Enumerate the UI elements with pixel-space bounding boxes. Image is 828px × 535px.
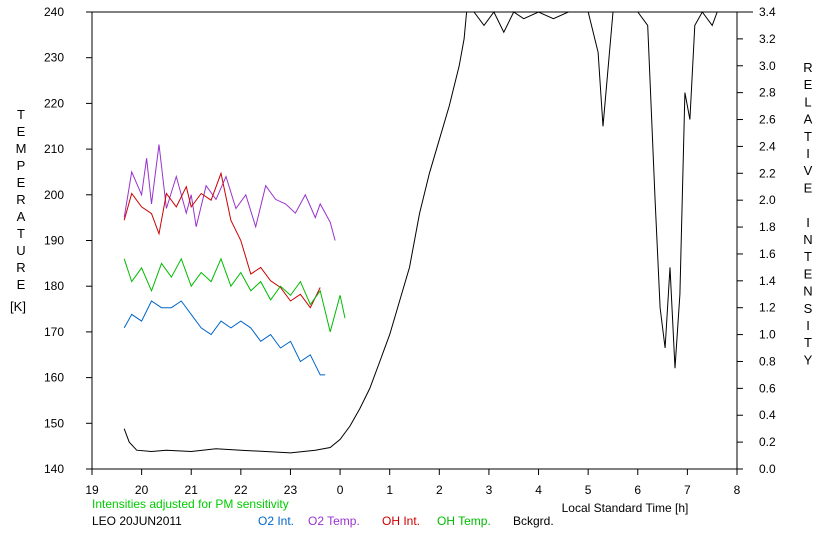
legend-item-bckgrd: Bckgrd. [513,514,554,528]
axis-label-letter: T [804,249,812,264]
axis-label-letter: P [17,158,26,173]
right-tick-label: 3.0 [759,59,776,73]
axis-label-letter: E [17,124,26,139]
axis-label-letter: N [803,232,812,247]
series-oh-int-line [123,171,321,309]
x-tick-label: 3 [486,483,493,497]
right-tick-label: 2.4 [759,139,776,153]
x-tick-label: 1 [386,483,393,497]
legend-item-oh-temp: OH Temp. [437,514,491,528]
plot-area [123,11,723,454]
right-tick-label: 2.2 [759,166,776,180]
right-tick-label: 3.2 [759,32,776,46]
series-o2-temp-line [123,144,336,241]
axis-label-letter: A [17,209,26,224]
left-tick-label: 220 [44,96,64,110]
x-axis-ticks: 19 20 21 22 23 0 1 2 3 4 5 6 7 8 [85,469,741,497]
axes [91,11,753,470]
axis-label-letter: I [806,215,810,230]
left-axis-ticks: 140 150 160 170 180 190 200 210 220 230 240 [44,5,92,476]
left-tick-label: 230 [44,51,64,65]
x-tick-label: 7 [684,483,691,497]
right-tick-label: 2.0 [759,193,776,207]
right-tick-label: 1.4 [759,274,776,288]
series-bckgrd-line [123,11,723,454]
right-tick-label: 0.8 [759,354,776,368]
left-tick-label: 170 [44,325,64,339]
x-tick-label: 19 [85,483,99,497]
left-tick-label: 190 [44,234,64,248]
legend-item-o2-temp: O2 Temp. [308,514,360,528]
x-tick-label: 0 [337,483,344,497]
station-date: LEO 20JUN2011 [92,514,182,528]
x-tick-label: 22 [234,483,248,497]
axis-label-letter: R [803,60,812,75]
axis-label-letter: E [804,180,813,195]
axis-label-letter: L [804,94,811,109]
right-tick-label: 1.2 [759,301,776,315]
x-tick-label: 20 [135,483,149,497]
right-axis-ticks: 0.0 0.2 0.4 0.6 0.8 1.0 1.2 1.4 1.6 1.8 2.0 2.2 2.4 2… [737,5,776,476]
axis-label-letter: E [17,175,26,190]
left-tick-label: 200 [44,188,64,202]
axis-label-letter: T [804,335,812,350]
axis-label-letter: E [17,277,26,292]
axis-label-letter: I [806,318,810,333]
axis-label-letter: V [804,163,813,178]
x-tick-label: 4 [535,483,542,497]
right-tick-label: 0.6 [759,381,776,395]
right-tick-label: 3.4 [759,5,776,19]
axis-label-letter: E [804,266,813,281]
x-tick-label: 2 [436,483,443,497]
right-tick-label: 0.4 [759,408,776,422]
axis-label-letter: T [17,107,25,122]
axis-label-letter: R [16,192,25,207]
right-tick-label: 1.8 [759,220,776,234]
left-tick-label: 150 [44,416,64,430]
left-tick-label: 160 [44,371,64,385]
x-axis-label: Local Standard Time [h] [562,501,689,515]
left-tick-label: 140 [44,462,64,476]
axis-label-letter: R [16,260,25,275]
axis-label-letter: E [804,77,813,92]
legend: O2 Int. O2 Temp. OH Int. OH Temp. Bckgrd. [258,514,554,528]
left-axis-unit: [K] [10,299,26,314]
note-text: Intensities adjusted for PM sensitivity [92,497,289,511]
series-o2-int-line [123,300,326,376]
legend-item-oh-int: OH Int. [382,514,420,528]
right-tick-label: 0.0 [759,462,776,476]
right-tick-label: 2.6 [759,113,776,127]
right-tick-label: 1.0 [759,328,776,342]
right-tick-label: 2.8 [759,86,776,100]
axis-label-letter: M [16,141,27,156]
axis-label-letter: I [806,146,810,161]
axis-label-letter: U [16,243,25,258]
x-tick-label: 5 [585,483,592,497]
x-tick-label: 6 [634,483,641,497]
x-tick-label: 21 [185,483,199,497]
axis-label-letter: T [804,129,812,144]
left-tick-label: 240 [44,5,64,19]
legend-item-o2-int: O2 Int. [258,514,294,528]
axis-label-letter: T [17,226,25,241]
x-tick-label: 8 [734,483,741,497]
left-tick-label: 210 [44,142,64,156]
left-tick-label: 180 [44,279,64,293]
series-oh-temp-line [123,257,346,333]
right-tick-label: 1.6 [759,247,776,261]
axis-label-letter: S [804,301,813,316]
axis-label-letter: N [803,284,812,299]
right-tick-label: 0.2 [759,435,776,449]
x-tick-label: 23 [284,483,298,497]
axis-label-letter: A [804,112,813,127]
axis-label-letter: Y [804,352,813,367]
